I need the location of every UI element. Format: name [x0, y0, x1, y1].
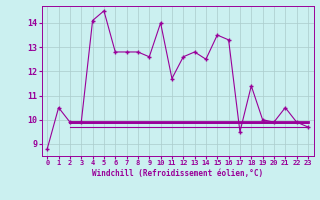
X-axis label: Windchill (Refroidissement éolien,°C): Windchill (Refroidissement éolien,°C) [92, 169, 263, 178]
